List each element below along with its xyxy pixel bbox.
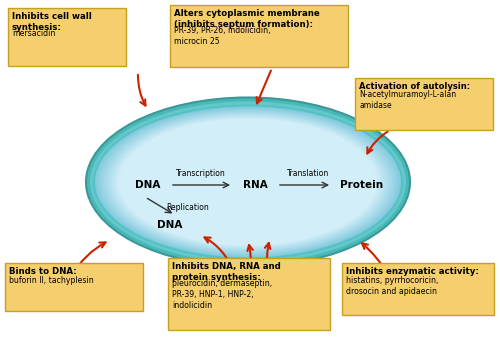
Ellipse shape xyxy=(94,106,402,258)
Ellipse shape xyxy=(117,118,379,246)
Ellipse shape xyxy=(116,117,380,247)
Text: RNA: RNA xyxy=(242,180,268,190)
Text: buforin II, tachyplesin: buforin II, tachyplesin xyxy=(9,275,94,284)
Text: pleurocidin, dermaseptin,
PR-39, HNP-1, HNP-2,
indolicidin: pleurocidin, dermaseptin, PR-39, HNP-1, … xyxy=(172,279,272,310)
Ellipse shape xyxy=(99,109,397,255)
Ellipse shape xyxy=(110,114,386,250)
FancyBboxPatch shape xyxy=(170,5,348,67)
Ellipse shape xyxy=(96,108,400,256)
Text: Replication: Replication xyxy=(166,202,209,211)
Ellipse shape xyxy=(115,117,381,247)
Text: PR-39, PR-26, indolicidin,
microcin 25: PR-39, PR-26, indolicidin, microcin 25 xyxy=(174,26,270,46)
Text: Alters cytoplasmic membrane
(inhibits septum formation):: Alters cytoplasmic membrane (inhibits se… xyxy=(174,9,320,29)
Ellipse shape xyxy=(104,111,393,253)
Text: Transcription: Transcription xyxy=(176,169,226,177)
Text: Translation: Translation xyxy=(287,169,329,177)
FancyBboxPatch shape xyxy=(5,263,143,311)
Ellipse shape xyxy=(110,115,386,249)
Ellipse shape xyxy=(97,108,399,256)
Ellipse shape xyxy=(106,112,390,252)
Text: Inhibits cell wall
synthesis:: Inhibits cell wall synthesis: xyxy=(12,12,92,32)
Ellipse shape xyxy=(86,98,410,266)
Text: N-acetylmuramoyl-L-alan
amidase: N-acetylmuramoyl-L-alan amidase xyxy=(359,90,456,110)
FancyBboxPatch shape xyxy=(355,78,493,130)
Ellipse shape xyxy=(114,116,382,248)
Text: DNA: DNA xyxy=(158,220,182,230)
FancyBboxPatch shape xyxy=(168,258,330,330)
Ellipse shape xyxy=(104,112,392,252)
Ellipse shape xyxy=(98,108,398,256)
Ellipse shape xyxy=(108,113,388,251)
FancyBboxPatch shape xyxy=(342,263,494,315)
Ellipse shape xyxy=(102,111,394,253)
Text: Protein: Protein xyxy=(340,180,384,190)
Ellipse shape xyxy=(106,112,391,252)
Ellipse shape xyxy=(108,113,388,251)
FancyBboxPatch shape xyxy=(8,8,126,66)
Text: Binds to DNA:: Binds to DNA: xyxy=(9,267,76,276)
Ellipse shape xyxy=(113,116,383,248)
Ellipse shape xyxy=(100,109,396,255)
Ellipse shape xyxy=(119,119,377,245)
Text: DNA: DNA xyxy=(136,180,160,190)
Text: Activation of autolysin:: Activation of autolysin: xyxy=(359,82,470,91)
Ellipse shape xyxy=(111,115,385,249)
Ellipse shape xyxy=(118,118,378,246)
Ellipse shape xyxy=(102,110,395,254)
Text: mersacidin: mersacidin xyxy=(12,29,56,38)
Ellipse shape xyxy=(101,110,395,254)
Ellipse shape xyxy=(112,116,384,248)
Text: Inhibits DNA, RNA and
protein synthesis:: Inhibits DNA, RNA and protein synthesis: xyxy=(172,262,281,282)
Text: Inhibits enzymatic activity:: Inhibits enzymatic activity: xyxy=(346,267,479,276)
Ellipse shape xyxy=(90,101,406,263)
Text: histatins, pyrrhocoricin,
drosocin and apidaecin: histatins, pyrrhocoricin, drosocin and a… xyxy=(346,275,438,295)
